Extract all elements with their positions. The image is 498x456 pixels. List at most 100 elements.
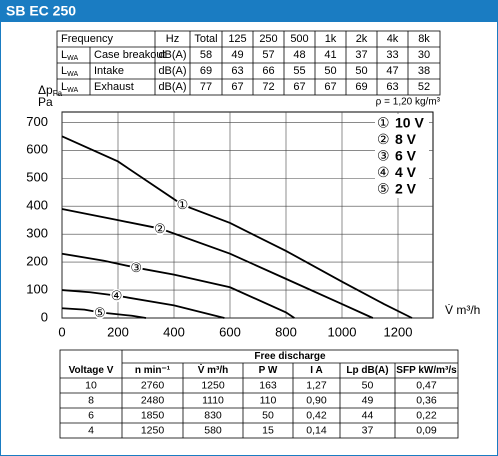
legend-label: ④ <box>377 164 390 180</box>
table-header: 1k <box>325 33 337 45</box>
legend-name: 6 V <box>395 148 417 164</box>
table-cell: 0,47 <box>416 379 437 391</box>
table-symbol: LWA <box>61 81 78 94</box>
table-cell: 0,14 <box>306 424 327 436</box>
curve-marker-bg <box>110 289 124 303</box>
row-total: 77 <box>200 81 212 93</box>
table-cell: 50 <box>324 65 336 77</box>
table-cell: 10 <box>85 379 97 391</box>
table-cell: 49 <box>362 394 374 406</box>
legend-name: 4 V <box>395 164 417 180</box>
table-cell: 63 <box>231 65 243 77</box>
table-cell: 830 <box>204 409 222 421</box>
table-header: 500 <box>290 33 308 45</box>
table-cell: 44 <box>362 409 374 421</box>
table-cell: 1850 <box>141 409 165 421</box>
table-cell: 163 <box>259 379 277 391</box>
table-cell: 580 <box>204 424 222 436</box>
column-header: I A <box>310 365 322 376</box>
curve <box>61 252 295 319</box>
y-tick-label: 400 <box>26 198 48 213</box>
row-unit: dB(A) <box>158 49 186 61</box>
x-tick-label: 600 <box>219 324 241 339</box>
table-cell: 52 <box>418 81 430 93</box>
table-cell: 33 <box>386 49 398 61</box>
curve-marker: ① <box>177 197 189 212</box>
curve-marker-bg <box>93 305 107 319</box>
legend-label: ③ <box>377 148 390 164</box>
y-axis-label: ΔpFa <box>38 83 63 98</box>
column-header: Lp dB(A) <box>346 365 388 376</box>
table-header: 2k <box>356 33 368 45</box>
curve-marker-bg <box>175 198 189 212</box>
table-cell: 8 <box>88 394 94 406</box>
row-total: 69 <box>200 65 212 77</box>
plot-area <box>61 111 434 319</box>
symbol-sub: WA <box>67 87 78 94</box>
curve-marker-bg <box>129 261 143 275</box>
y-tick-label: 200 <box>26 254 48 269</box>
table-cell: 0,22 <box>416 409 437 421</box>
curve-marker: ③ <box>130 260 142 275</box>
table-cell: 0,09 <box>416 424 437 436</box>
y-tick-label: 100 <box>26 281 48 296</box>
table-cell: 50 <box>355 65 367 77</box>
row-unit: dB(A) <box>158 65 186 77</box>
symbol-sub: WA <box>67 55 78 62</box>
table-cell: 47 <box>386 65 398 77</box>
table-cell: 2480 <box>141 394 165 406</box>
legend-label: ⑤ <box>377 181 390 197</box>
legend-label: ① <box>377 115 390 131</box>
y-label-sub: Fa <box>53 89 63 98</box>
legend-label: ② <box>377 131 390 147</box>
header-title: SB EC 250 <box>6 3 76 19</box>
row-label: Intake <box>94 65 124 77</box>
table-header: 125 <box>228 33 246 45</box>
table-cell: 37 <box>362 424 374 436</box>
row-unit: dB(A) <box>158 81 186 93</box>
curve-marker: ④ <box>111 288 123 303</box>
table-cell: 15 <box>262 424 274 436</box>
table-header: Total <box>194 33 217 45</box>
table-cell: 1250 <box>201 379 225 391</box>
symbol-sub: WA <box>67 71 78 78</box>
table-cell: 6 <box>88 409 94 421</box>
table-cell: 48 <box>293 49 305 61</box>
table-cell: 37 <box>355 49 367 61</box>
table-cell: 2760 <box>141 379 165 391</box>
table-header: Hz <box>166 33 179 45</box>
legend-name: 10 V <box>395 115 424 131</box>
table-cell: 41 <box>324 49 336 61</box>
x-tick-label: 400 <box>163 324 185 339</box>
table-cell: 57 <box>262 49 274 61</box>
table-cell: 0,42 <box>306 409 327 421</box>
y-tick-label: 600 <box>26 142 48 157</box>
symbol-main: L <box>61 81 67 93</box>
table-cell: 55 <box>293 65 305 77</box>
column-header: Voltage V <box>69 365 114 376</box>
table-cell: 0,36 <box>416 394 437 406</box>
y-tick-label: 700 <box>26 114 48 129</box>
curve-marker: ② <box>154 221 166 236</box>
table-header: 8k <box>418 33 430 45</box>
symbol-main: L <box>61 49 67 61</box>
x-tick-label: 1000 <box>328 324 357 339</box>
legend-name: 2 V <box>395 181 417 197</box>
x-tick-label: 1200 <box>384 324 413 339</box>
x-tick-label: 200 <box>107 324 129 339</box>
table-cell: 49 <box>231 49 243 61</box>
group-header: Free discharge <box>254 351 326 362</box>
table-cell: 30 <box>418 49 430 61</box>
curve-marker-bg <box>153 222 167 236</box>
symbol-main: L <box>61 65 67 77</box>
table-cell: 72 <box>262 81 274 93</box>
table-cell: 110 <box>260 394 277 406</box>
table-cell: 69 <box>355 81 367 93</box>
curve <box>61 208 374 319</box>
x-axis-label: V̇ m³/h <box>445 303 480 317</box>
y-tick-label: 500 <box>26 170 48 185</box>
table-cell: 66 <box>262 65 274 77</box>
table-cell: 38 <box>418 65 430 77</box>
y-tick-label: 300 <box>26 226 48 241</box>
table-border <box>59 349 459 439</box>
